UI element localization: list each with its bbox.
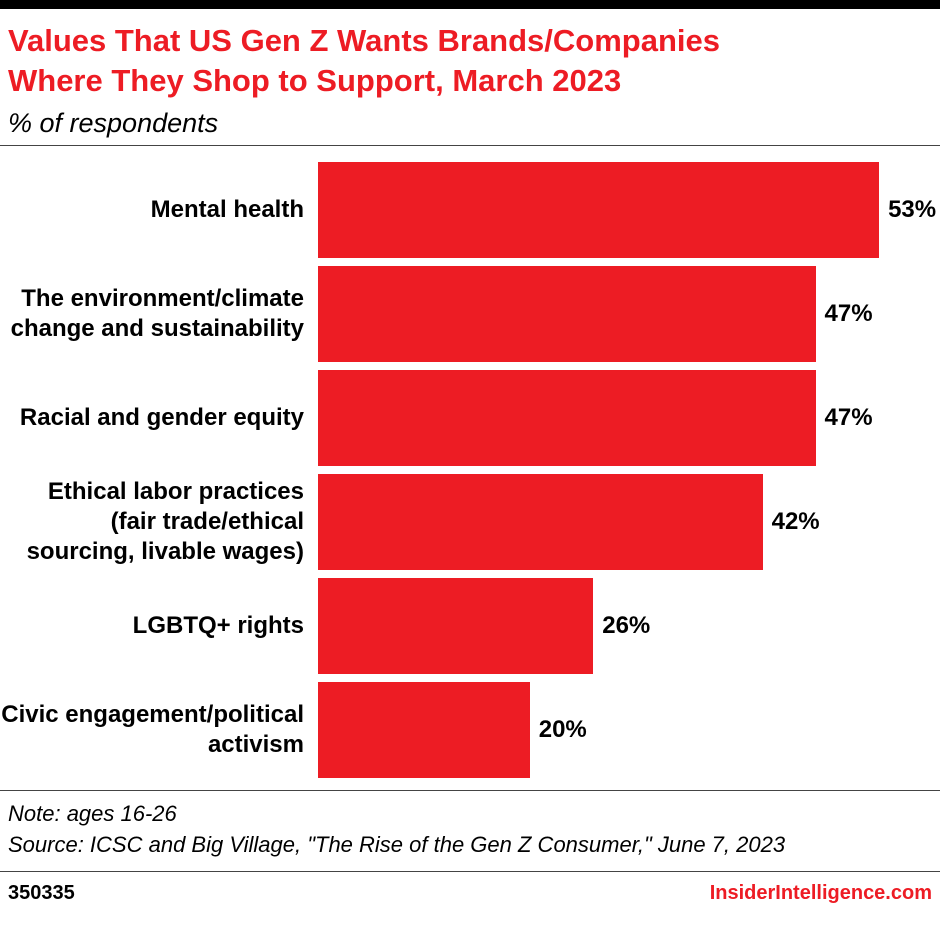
chart-header: Values That US Gen Z Wants Brands/Compan…: [0, 9, 940, 145]
page-title: Values That US Gen Z Wants Brands/Compan…: [8, 23, 721, 98]
bar: [318, 474, 763, 571]
bar-row: Civic engagement/political activism 20%: [0, 678, 932, 782]
bar-category-label: Racial and gender equity: [19, 404, 304, 432]
top-bar: [0, 0, 940, 9]
bar-value-label: 47%: [824, 300, 873, 328]
bar-value-label: 42%: [771, 508, 820, 536]
brand-link[interactable]: InsiderIntelligence.com: [709, 881, 932, 904]
bar-row: Racial and gender equity 47%: [0, 366, 932, 470]
bar: [318, 682, 530, 779]
divider-footer: [0, 870, 940, 872]
bar-track: 47%: [318, 266, 932, 363]
bar-category-label: The environment/climate change and susta…: [10, 285, 304, 343]
bar-row: The environment/climate change and susta…: [0, 262, 932, 366]
bar-track: 20%: [318, 682, 932, 779]
chart-source: Source: ICSC and Big Village, "The Rise …: [8, 832, 786, 858]
bar-category-label: Ethical labor practices (fair trade/ethi…: [26, 478, 304, 566]
bar-value-label: 47%: [824, 404, 873, 432]
bar: [318, 162, 880, 259]
chart-note: Note: ages 16-26: [8, 801, 177, 827]
bar-row: Mental health 53%: [0, 158, 936, 262]
bar-value-label: 20%: [538, 716, 587, 744]
bar-category-label: Civic engagement/political activism: [1, 701, 304, 759]
bar: [318, 578, 594, 675]
divider-notes: [0, 790, 940, 792]
bar-track: 53%: [318, 162, 936, 259]
bar-category-label: Mental health: [150, 196, 304, 224]
bar-track: 26%: [318, 578, 932, 675]
chart-id: 350335: [8, 881, 75, 904]
bar-value-label: 26%: [602, 612, 651, 640]
bar-track: 42%: [318, 474, 932, 571]
bar-track: 47%: [318, 370, 932, 467]
bar: [318, 266, 816, 363]
bar-row: Ethical labor practices (fair trade/ethi…: [0, 470, 932, 574]
bar-category-label: LGBTQ+ rights: [132, 612, 304, 640]
chart-notes: Note: ages 16-26 Source: ICSC and Big Vi…: [0, 791, 940, 871]
bar: [318, 370, 816, 467]
bar-chart: Mental health 53% The environment/climate …: [0, 146, 940, 790]
bar-row: LGBTQ+ rights 26%: [0, 574, 932, 678]
chart-subtitle: % of respondents: [8, 108, 219, 139]
bar-value-label: 53%: [888, 196, 937, 224]
footer-bar: 350335 InsiderIntelligence.com: [0, 872, 940, 905]
divider-header: [0, 145, 940, 147]
